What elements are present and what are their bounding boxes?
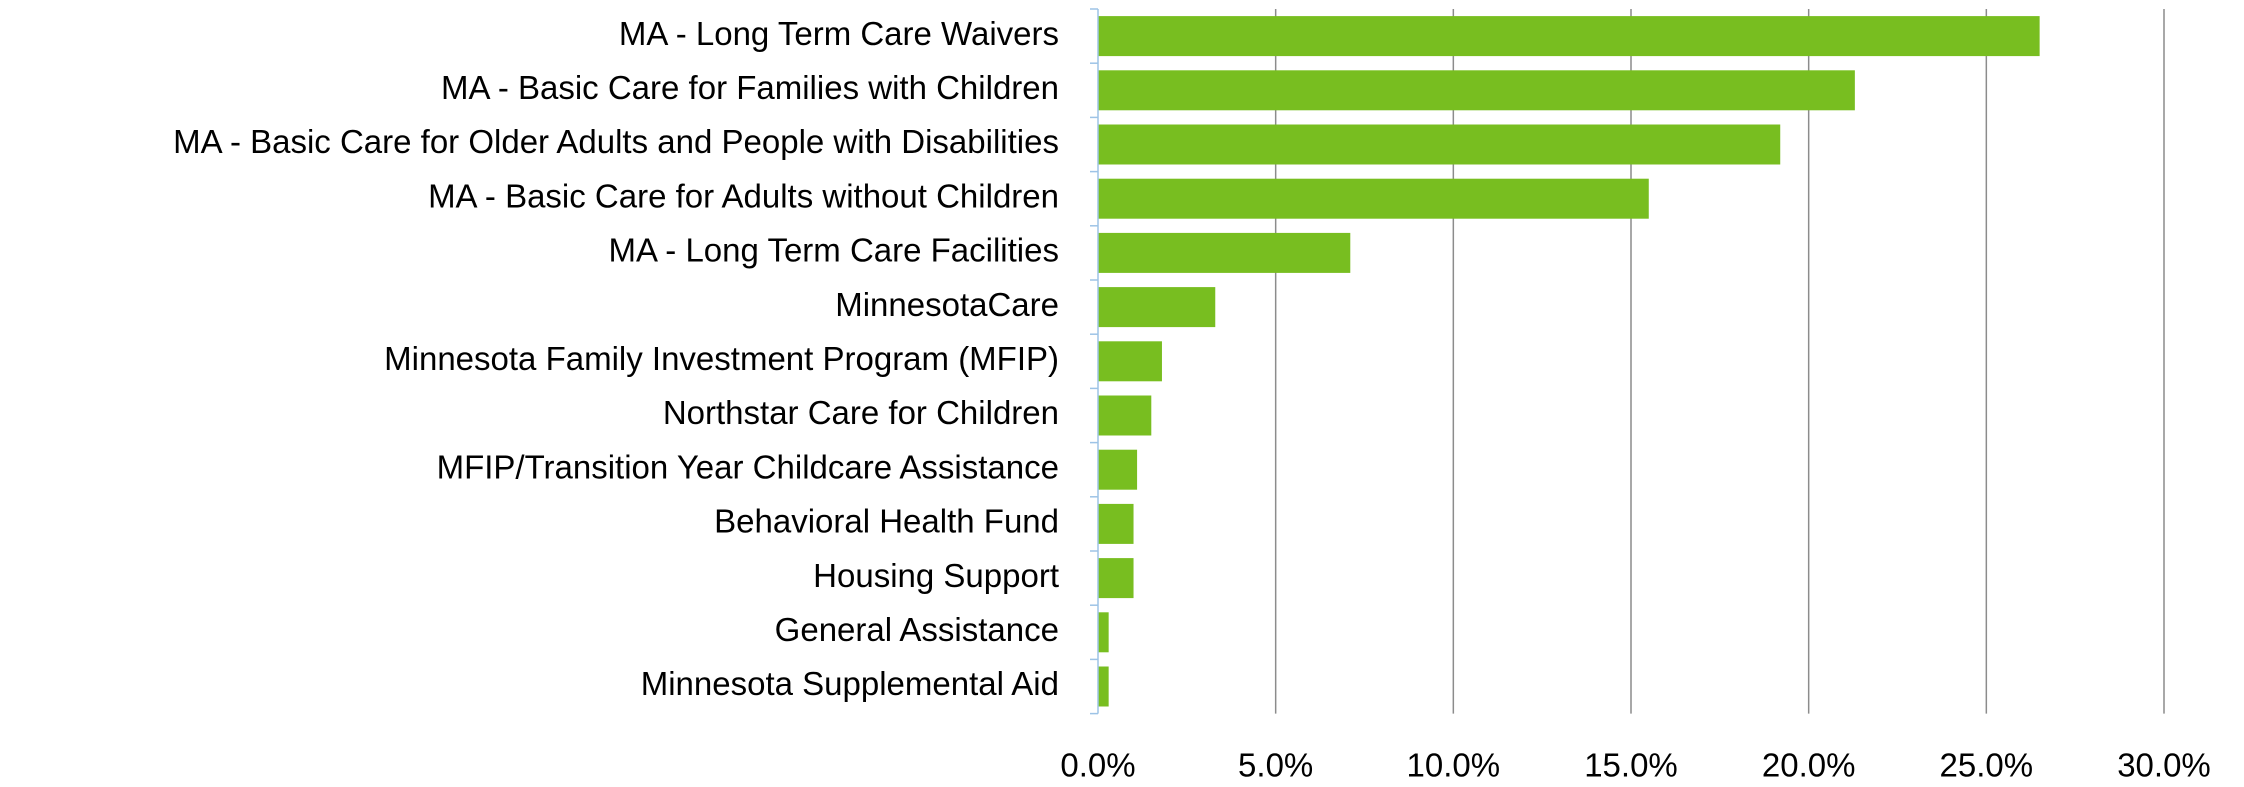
bar (1098, 178, 1649, 219)
bar (1098, 503, 1134, 544)
x-tick-label: 30.0% (2117, 747, 2211, 784)
y-tick-label: Minnesota Family Investment Program (MFI… (384, 340, 1059, 377)
y-tick-label: Housing Support (813, 557, 1059, 594)
bar (1098, 666, 1109, 707)
y-tick-label: Northstar Care for Children (663, 394, 1059, 431)
y-tick-label: MFIP/Transition Year Childcare Assistanc… (437, 448, 1059, 485)
bar (1098, 449, 1138, 490)
bar (1098, 612, 1109, 653)
bar (1098, 232, 1351, 273)
bar (1098, 395, 1152, 436)
bar (1098, 70, 1855, 111)
y-tick-label: MA - Basic Care for Adults without Child… (428, 177, 1059, 214)
bar (1098, 16, 2040, 57)
y-tick-label: MA - Basic Care for Families with Childr… (441, 69, 1059, 106)
y-tick-label: MA - Basic Care for Older Adults and Peo… (173, 123, 1059, 160)
x-tick-label: 10.0% (1407, 747, 1501, 784)
x-tick-label: 5.0% (1238, 747, 1313, 784)
y-tick-label: MA - Long Term Care Waivers (619, 15, 1059, 52)
bar (1098, 341, 1162, 382)
bar (1098, 558, 1134, 599)
x-tick-label: 25.0% (1940, 747, 2034, 784)
bar (1098, 124, 1781, 165)
x-tick-label: 15.0% (1584, 747, 1678, 784)
y-tick-label: MA - Long Term Care Facilities (608, 232, 1059, 269)
y-tick-label: General Assistance (775, 611, 1059, 648)
x-tick-label: 20.0% (1762, 747, 1856, 784)
y-tick-label: Minnesota Supplemental Aid (641, 665, 1059, 702)
y-tick-label: Behavioral Health Fund (714, 503, 1059, 540)
bar (1098, 287, 1216, 328)
y-tick-label: MinnesotaCare (835, 286, 1059, 323)
x-tick-label: 0.0% (1060, 747, 1135, 784)
